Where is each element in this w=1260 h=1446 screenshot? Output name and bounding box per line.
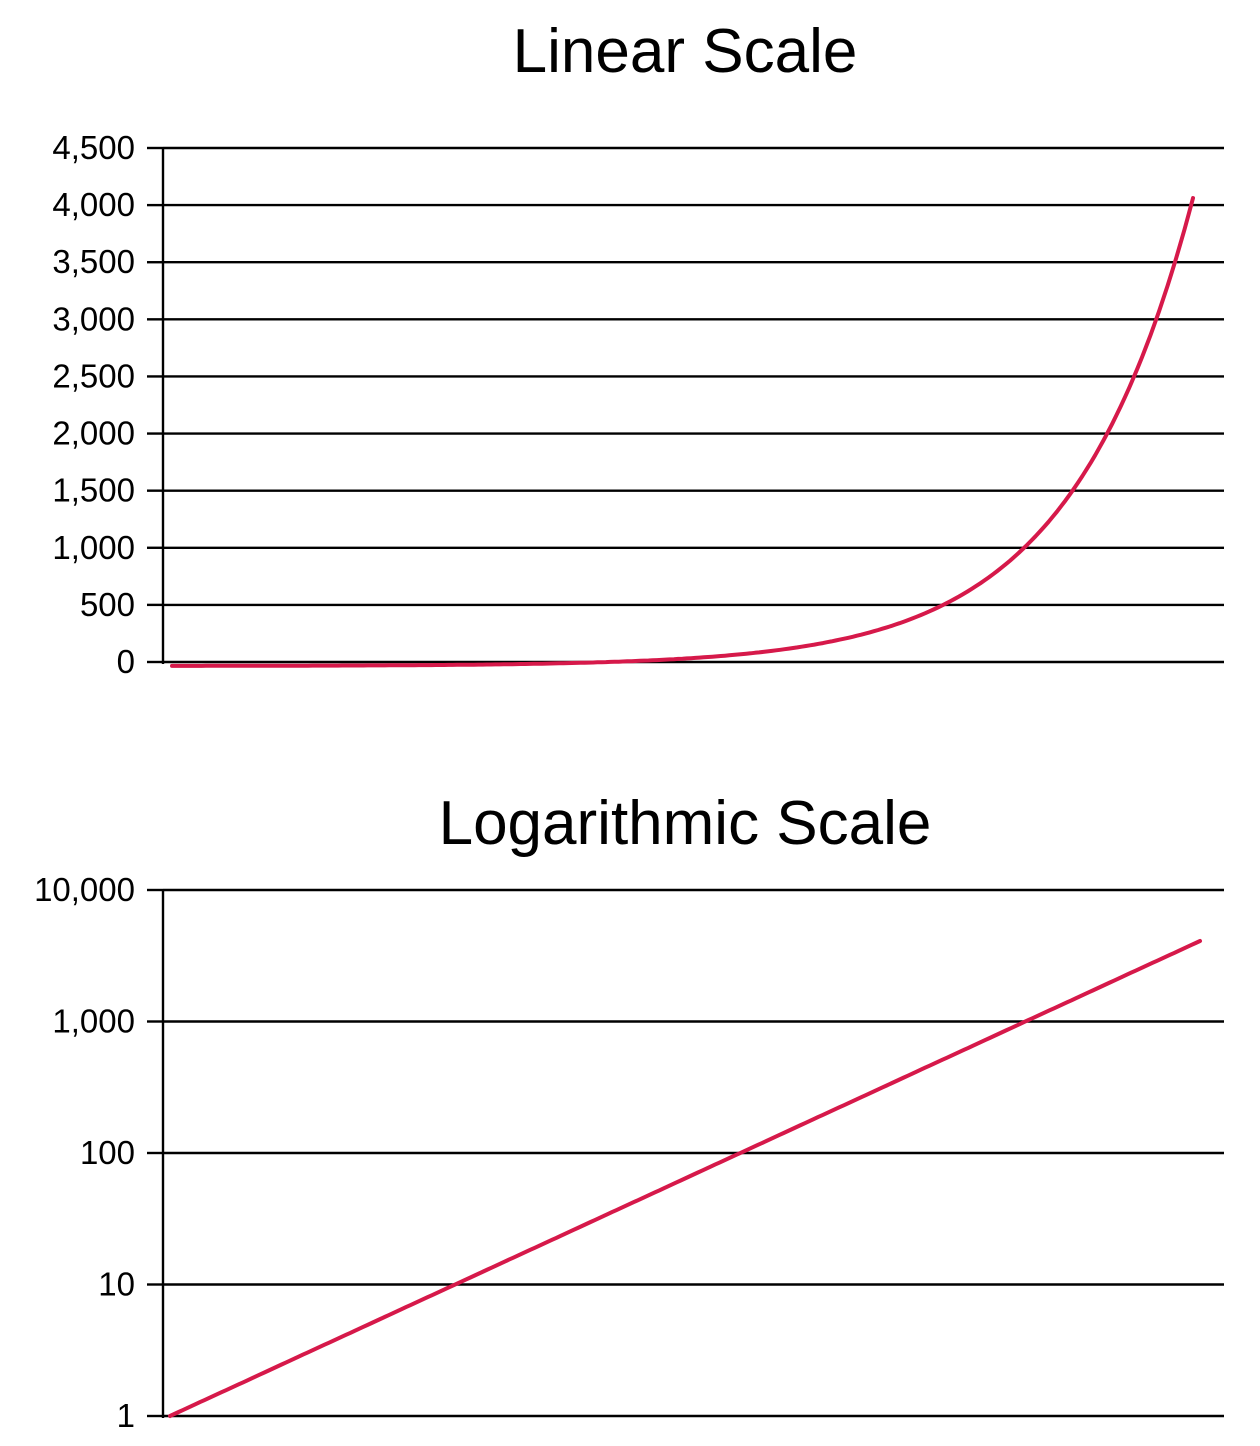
- log-data-point: [683, 1176, 687, 1180]
- linear-data-point: [595, 660, 599, 664]
- linear-data-point: [936, 606, 940, 610]
- log-data-point: [941, 1058, 945, 1062]
- linear-data-point: [851, 635, 855, 639]
- log-y-tick-label: 100: [80, 1134, 135, 1171]
- linear-data-point: [340, 664, 344, 668]
- log-y-tick-label: 1: [117, 1397, 135, 1434]
- linear-chart-title: Linear Scale: [513, 17, 858, 86]
- linear-y-tick-label: 4,500: [52, 129, 135, 166]
- linear-y-tick-label: 3,000: [52, 300, 135, 337]
- log-data-point: [597, 1216, 601, 1220]
- log-scale-chart: Logarithmic Scale 1 10 100 1,000 10,000: [34, 789, 1224, 1434]
- linear-data-point: [766, 649, 770, 653]
- linear-y-tick-label: 500: [80, 586, 135, 623]
- log-data-point: [426, 1295, 430, 1299]
- log-data-point: [769, 1137, 773, 1141]
- linear-y-tick-label: 1,500: [52, 472, 135, 509]
- linear-series-line: [170, 196, 1195, 668]
- linear-data-point: [255, 664, 259, 668]
- linear-data-point: [1106, 430, 1110, 434]
- log-data-point: [1198, 939, 1202, 943]
- log-y-tick-label: 10: [98, 1266, 135, 1303]
- linear-y-tick-label: 2,500: [52, 357, 135, 394]
- log-chart-title: Logarithmic Scale: [439, 789, 932, 858]
- linear-data-point: [1191, 196, 1195, 200]
- linear-y-tick-label: 3,500: [52, 243, 135, 280]
- log-series-line: [168, 939, 1202, 1418]
- log-data-point: [254, 1374, 258, 1378]
- linear-data-point: [170, 664, 174, 668]
- log-data-point: [855, 1097, 859, 1101]
- linear-scale-chart: Linear Scale 0 500 1,000 1,500 2,000 2,500 3,0…: [52, 17, 1224, 680]
- log-y-tick-label: 1,000: [52, 1003, 135, 1040]
- linear-data-point: [1021, 547, 1025, 551]
- linear-data-point: [510, 662, 514, 666]
- linear-data-point: [425, 663, 429, 667]
- log-data-point: [1112, 979, 1116, 983]
- log-data-point: [168, 1414, 172, 1418]
- linear-y-tick-label: 4,000: [52, 186, 135, 223]
- linear-y-tick-label: 2,000: [52, 415, 135, 452]
- linear-data-point: [681, 657, 685, 661]
- log-data-point: [511, 1256, 515, 1260]
- log-data-point: [1026, 1018, 1030, 1022]
- log-y-tick-label: 10,000: [34, 871, 135, 908]
- log-data-point: [340, 1335, 344, 1339]
- linear-y-tick-label: 0: [117, 643, 135, 680]
- linear-y-tick-label: 1,000: [52, 529, 135, 566]
